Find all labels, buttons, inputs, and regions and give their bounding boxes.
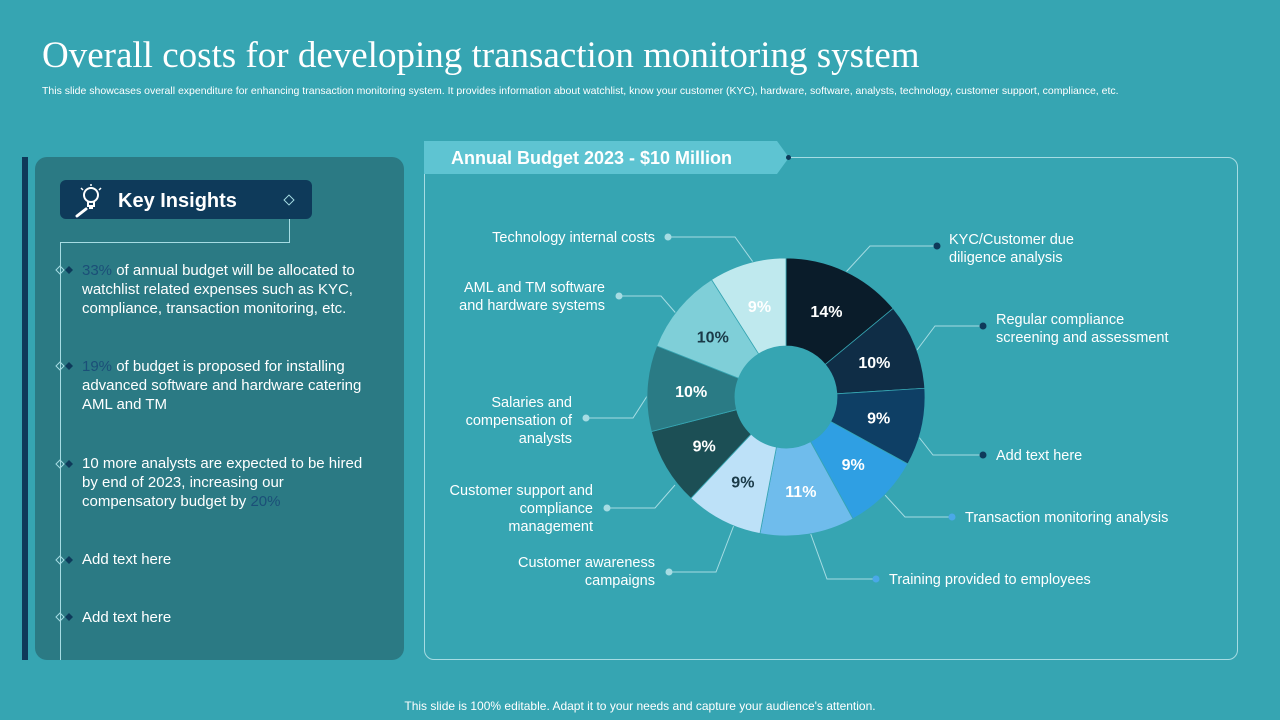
label-dot [979,322,987,330]
bullet-diamond-icon [55,361,73,371]
budget-banner [424,141,789,174]
leader-line [586,389,652,419]
slice-value-label: 9% [842,457,865,474]
slice-value-label: 11% [785,484,816,501]
donut-hole [735,346,837,448]
slice-category-label: Customer support and compliance management [450,483,593,535]
leader-line [809,531,876,580]
slice-category-label: Training provided to employees [889,572,1091,588]
slice-category-label: KYC/Customer due diligence analysis [949,232,1074,266]
label-dot [979,451,987,459]
insight-item: Add text here [82,551,172,568]
slice-value-label: 9% [731,475,754,492]
leader-line [619,295,681,319]
slice-category-label: Customer awareness campaigns [518,555,655,589]
lightbulb-magnifier-icon [73,182,107,223]
bullet-diamond-icon [55,265,73,275]
insights-panel [35,157,404,660]
label-dot [615,292,623,300]
slice-category-label: Transaction monitoring analysis [965,510,1168,526]
label-dot [872,575,880,583]
insights-connector-line [60,242,61,660]
leader-line [669,524,735,573]
footer-note: This slide is 100% editable. Adapt it to… [404,699,876,713]
banner-dot [786,155,791,160]
slice-value-label: 10% [697,329,729,346]
slice-value-label: 14% [810,304,842,321]
label-dot [948,513,956,521]
slice-category-label: Salaries and compensation of analysts [466,395,573,447]
leader-line [917,435,983,456]
slice-category-label: Technology internal costs [492,230,655,246]
label-dot [603,504,611,512]
bullet-diamond-icon [55,459,73,469]
accent-bar [22,157,28,660]
label-dot [582,414,590,422]
leader-line [607,484,676,509]
slice-value-label: 10% [858,355,890,372]
label-dot [665,568,673,576]
label-dot [933,242,941,250]
page-title: Overall costs for developing transaction… [42,35,920,76]
insight-item: Add text here [82,609,172,626]
insight-item: 10 more analysts are expected to be hire… [82,455,363,510]
slice-value-label: 9% [693,438,716,455]
key-insights-header: Key Insights [60,180,312,219]
leader-line [884,494,952,518]
label-dot [664,233,672,241]
leader-line [668,236,754,263]
slice-value-label: 10% [675,384,707,401]
bullet-diamond-icon [55,555,73,565]
key-insights-title: Key Insights [118,190,237,212]
page-subtitle: This slide showcases overall expenditure… [42,85,1119,97]
chart-panel [424,157,1238,660]
insight-item: 19% of budget is proposed for installing… [82,358,362,413]
leader-line [845,245,937,273]
bullet-diamond-icon [55,612,73,622]
slice-value-label: 9% [748,299,771,316]
key-insights-connector [60,205,290,243]
insight-item: 33% of annual budget will be allocated t… [82,262,355,317]
chart-title: Annual Budget 2023 - $10 Million [451,148,733,168]
slice-category-label: Regular compliance screening and assessme… [996,312,1169,346]
slice-category-label: AML and TM software and hardware systems [459,280,605,314]
slice-value-label: 9% [867,411,890,428]
slice-category-label: Add text here [996,448,1082,464]
